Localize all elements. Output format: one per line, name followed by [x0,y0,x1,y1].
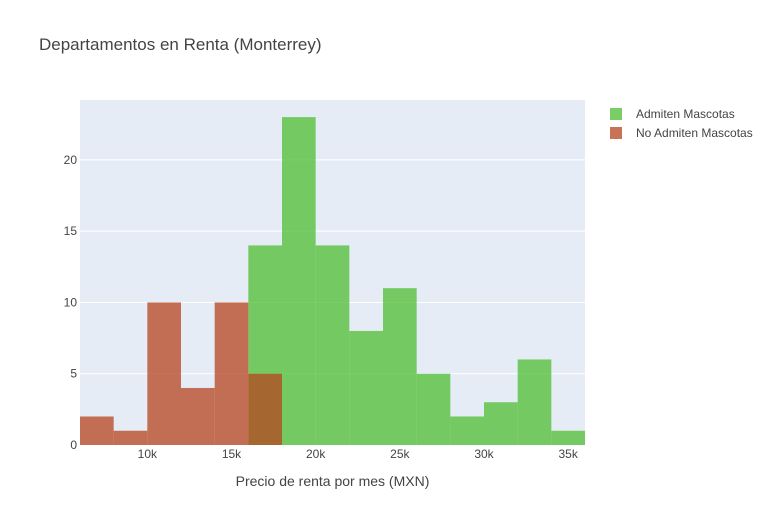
series-no-admiten-mascotas [80,302,282,445]
histogram-bar[interactable] [80,416,114,445]
histogram-bar[interactable] [349,330,383,445]
chart-title: Departamentos en Renta (Monterrey) [39,35,322,54]
series-admiten-mascotas [248,117,585,446]
histogram-bar[interactable] [383,288,417,445]
y-axis-ticks: 0 5 10 15 20 [64,153,78,452]
histogram-bar[interactable] [181,387,215,445]
x-tick-label: 30k [474,447,494,461]
histogram-bar[interactable] [315,245,350,445]
x-tick-label: 20k [306,447,326,461]
histogram-bar[interactable] [450,416,484,445]
histogram-bar[interactable] [113,430,148,445]
x-tick-label: 25k [390,447,410,461]
histogram-bar[interactable] [248,373,282,445]
histogram-bar[interactable] [416,373,451,445]
legend-swatch [610,127,622,139]
legend-swatch [610,108,622,120]
x-tick-label: 15k [222,447,242,461]
histogram-bar[interactable] [147,302,181,445]
x-axis-title: Precio de renta por mes (MXN) [236,473,430,489]
x-axis-ticks: 10k 15k 20k 25k 30k 35k [138,447,579,461]
histogram-bar[interactable] [551,430,585,445]
legend-item[interactable]: Admiten Mascotas [610,107,735,121]
histogram-bar[interactable] [214,302,249,445]
y-tick-label: 0 [70,438,77,452]
y-tick-label: 15 [64,224,78,238]
histogram-bar[interactable] [282,117,316,446]
histogram-bar[interactable] [517,359,552,445]
legend-item[interactable]: No Admiten Mascotas [610,126,753,140]
y-tick-label: 5 [70,367,77,381]
legend[interactable]: Admiten Mascotas No Admiten Mascotas [610,107,753,140]
histogram-bar[interactable] [484,402,518,445]
y-tick-label: 20 [64,153,78,167]
x-tick-label: 35k [558,447,578,461]
legend-label: Admiten Mascotas [636,107,735,121]
histogram-bars [80,117,585,446]
x-tick-label: 10k [138,447,158,461]
legend-label: No Admiten Mascotas [636,126,753,140]
y-tick-label: 10 [64,295,78,309]
